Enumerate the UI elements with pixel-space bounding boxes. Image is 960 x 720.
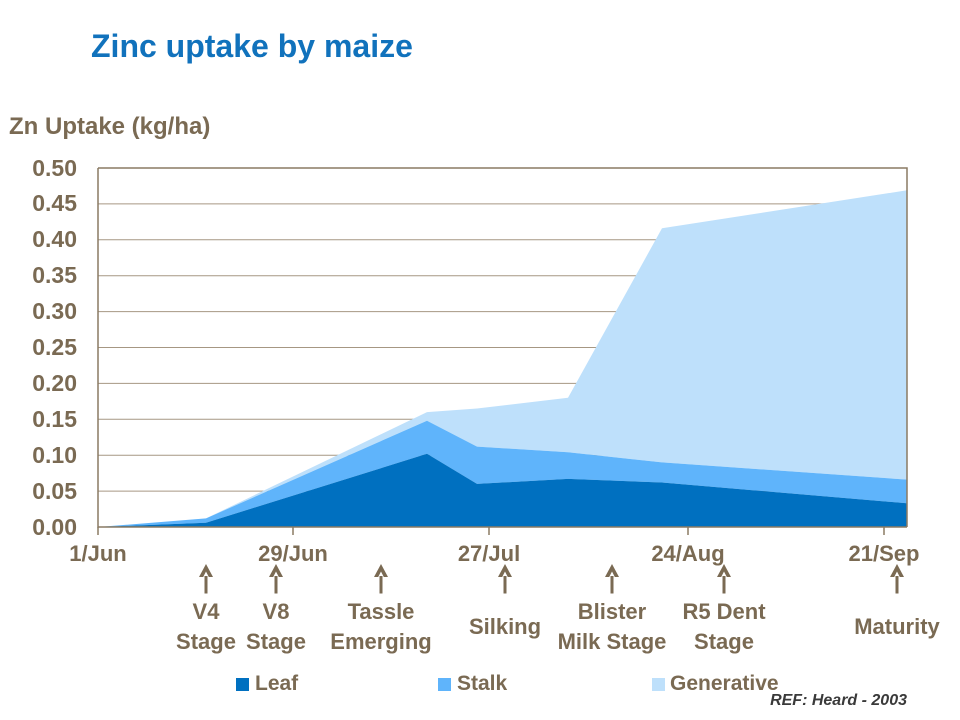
svg-text:27/Jul: 27/Jul: [458, 541, 520, 566]
svg-text:Stage: Stage: [176, 629, 236, 654]
svg-text:24/Aug: 24/Aug: [651, 541, 724, 566]
svg-text:Tassle: Tassle: [348, 599, 415, 624]
svg-text:29/Jun: 29/Jun: [258, 541, 328, 566]
svg-text:Milk Stage: Milk Stage: [558, 629, 667, 654]
svg-text:Stage: Stage: [694, 629, 754, 654]
svg-text:0.45: 0.45: [32, 190, 77, 216]
svg-text:Maturity: Maturity: [854, 614, 940, 639]
svg-text:0.25: 0.25: [32, 334, 77, 360]
svg-text:0.05: 0.05: [32, 478, 77, 504]
svg-text:0.00: 0.00: [32, 514, 77, 540]
svg-text:Leaf: Leaf: [255, 672, 299, 695]
svg-text:0.15: 0.15: [32, 406, 77, 432]
svg-text:0.40: 0.40: [32, 226, 77, 252]
svg-text:Emerging: Emerging: [330, 629, 431, 654]
svg-text:0.35: 0.35: [32, 262, 77, 288]
svg-text:Silking: Silking: [469, 614, 541, 639]
svg-text:Blister: Blister: [578, 599, 647, 624]
svg-text:Stalk: Stalk: [457, 672, 508, 695]
svg-text:Generative: Generative: [670, 672, 779, 695]
svg-text:Stage: Stage: [246, 629, 306, 654]
svg-text:0.30: 0.30: [32, 298, 77, 324]
svg-text:REF: Heard - 2003: REF: Heard - 2003: [770, 692, 907, 709]
svg-text:21/Sep: 21/Sep: [849, 541, 920, 566]
svg-text:0.10: 0.10: [32, 442, 77, 468]
svg-text:0.50: 0.50: [32, 155, 77, 181]
svg-text:R5 Dent: R5 Dent: [682, 599, 766, 624]
svg-text:V4: V4: [193, 599, 221, 624]
svg-text:1/Jun: 1/Jun: [69, 541, 126, 566]
svg-text:0.20: 0.20: [32, 370, 77, 396]
svg-text:V8: V8: [263, 599, 290, 624]
